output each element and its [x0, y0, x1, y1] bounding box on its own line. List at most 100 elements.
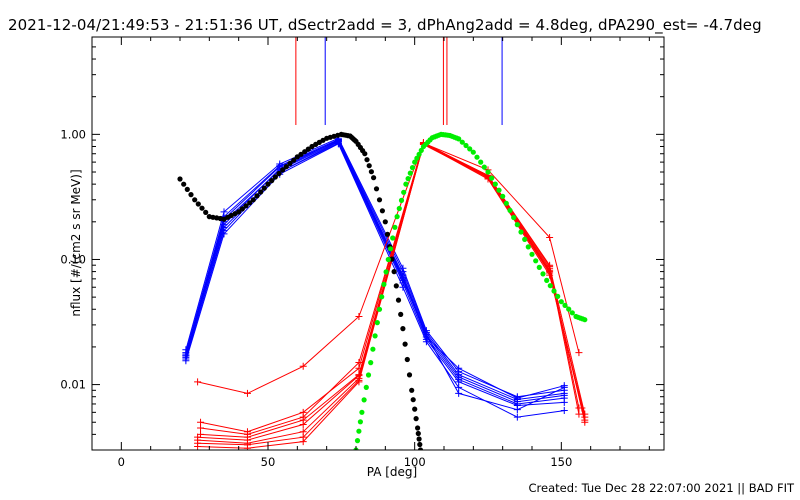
y-tick-label: 0.10	[60, 252, 86, 266]
fit-dot	[551, 288, 557, 294]
fit-dot	[192, 197, 198, 203]
data-point	[220, 221, 228, 229]
footer-created: Created: Tue Dec 28 22:07:00 2021 || BAD…	[528, 481, 794, 495]
fit-dot	[272, 174, 278, 180]
fit-dot	[382, 219, 388, 225]
fit-dot	[374, 320, 380, 326]
fit-dot	[373, 186, 380, 192]
data-point	[197, 418, 205, 426]
fit-dot	[261, 185, 267, 191]
data-point	[243, 444, 251, 450]
series-line	[197, 143, 586, 449]
data-point	[546, 233, 554, 241]
fit-dot	[379, 294, 385, 300]
fit-dot	[254, 193, 260, 199]
data-point	[299, 362, 307, 370]
fit-dot	[177, 176, 183, 182]
fit-dot	[239, 206, 245, 212]
fit-dot	[305, 146, 311, 152]
fit-dot	[379, 208, 385, 214]
fit-dot	[525, 244, 531, 250]
fit-dot	[376, 306, 383, 312]
data-point	[575, 349, 583, 357]
chart-title: 2021-12-04/21:49:53 - 21:51:36 UT, dSect…	[8, 16, 762, 34]
fit-dot	[357, 419, 363, 425]
fit-dot	[415, 425, 421, 431]
fit-dot	[478, 159, 484, 165]
data-point	[182, 352, 190, 360]
fit-dot	[195, 201, 201, 207]
fit-dot	[391, 269, 397, 275]
fit-dot	[415, 430, 421, 437]
series-line	[200, 141, 580, 433]
fit-dot	[418, 147, 424, 153]
fit-dot	[294, 154, 300, 160]
fit-dot	[181, 181, 187, 187]
fit-dot	[410, 397, 416, 403]
data-point	[513, 413, 521, 421]
fit-dot	[381, 281, 387, 287]
x-axis-ticks: 0 50 100 150	[91, 37, 650, 469]
fit-dot	[463, 142, 469, 149]
fit-dot	[362, 151, 368, 157]
data-point	[220, 227, 228, 235]
data-point	[455, 364, 463, 372]
y-axis-label: nflux [#/(cm2 s sr MeV)]	[69, 169, 83, 316]
fit-dot	[398, 311, 404, 317]
fit-dot	[417, 441, 423, 448]
fit-dot	[364, 157, 370, 163]
series-line	[197, 142, 580, 394]
data-point	[299, 408, 307, 416]
fit-dot	[365, 372, 372, 378]
data-point	[355, 378, 363, 386]
fit-dot	[547, 283, 553, 289]
fit-dot	[384, 231, 391, 237]
fit-dot	[188, 192, 194, 198]
fit-dot	[390, 235, 396, 241]
fit-dot	[359, 409, 365, 415]
fit-dot	[544, 277, 550, 283]
fit-dot	[356, 428, 362, 434]
fit-dot	[555, 293, 561, 299]
x-tick-label: 100	[404, 455, 426, 469]
data-point	[299, 438, 307, 446]
data-point	[194, 442, 202, 450]
fit-dot	[514, 222, 520, 228]
x-tick-label: 50	[261, 455, 276, 469]
fit-dot	[566, 306, 572, 312]
fit-dot	[302, 149, 308, 155]
series-line	[185, 141, 565, 411]
fit-dot	[280, 167, 286, 173]
fit-dot	[370, 346, 376, 352]
fit-dot	[283, 164, 289, 170]
y-axis-ticks: 1.00 0.10 0.01	[60, 36, 664, 451]
fit-dot	[291, 157, 297, 163]
fit-dot	[562, 302, 568, 308]
fit-dot	[403, 181, 409, 187]
fit-dot	[247, 200, 253, 206]
fit-dot	[385, 256, 391, 263]
fit-dot	[470, 149, 476, 155]
data-point	[575, 410, 583, 418]
fit-dot	[354, 438, 361, 444]
fit-dot	[518, 229, 524, 235]
fit-dot	[361, 397, 367, 403]
fit-dot	[496, 187, 502, 193]
fit-dot	[265, 181, 271, 187]
vertical-markers	[295, 37, 503, 125]
fit-dot	[404, 356, 410, 363]
fit-dot	[412, 406, 418, 412]
data-point	[399, 264, 407, 272]
data-point	[399, 283, 407, 291]
fit-dot	[489, 175, 495, 181]
fit-dot	[536, 264, 542, 270]
fit-dot	[406, 372, 413, 378]
fit-dot	[236, 209, 242, 215]
fit-dot	[492, 181, 498, 187]
fit-dot	[371, 175, 377, 181]
fit-dot	[394, 214, 400, 220]
fit-dot	[407, 170, 413, 176]
fit-dot	[398, 197, 405, 203]
data-point	[513, 394, 521, 402]
fit-dot	[529, 251, 535, 257]
